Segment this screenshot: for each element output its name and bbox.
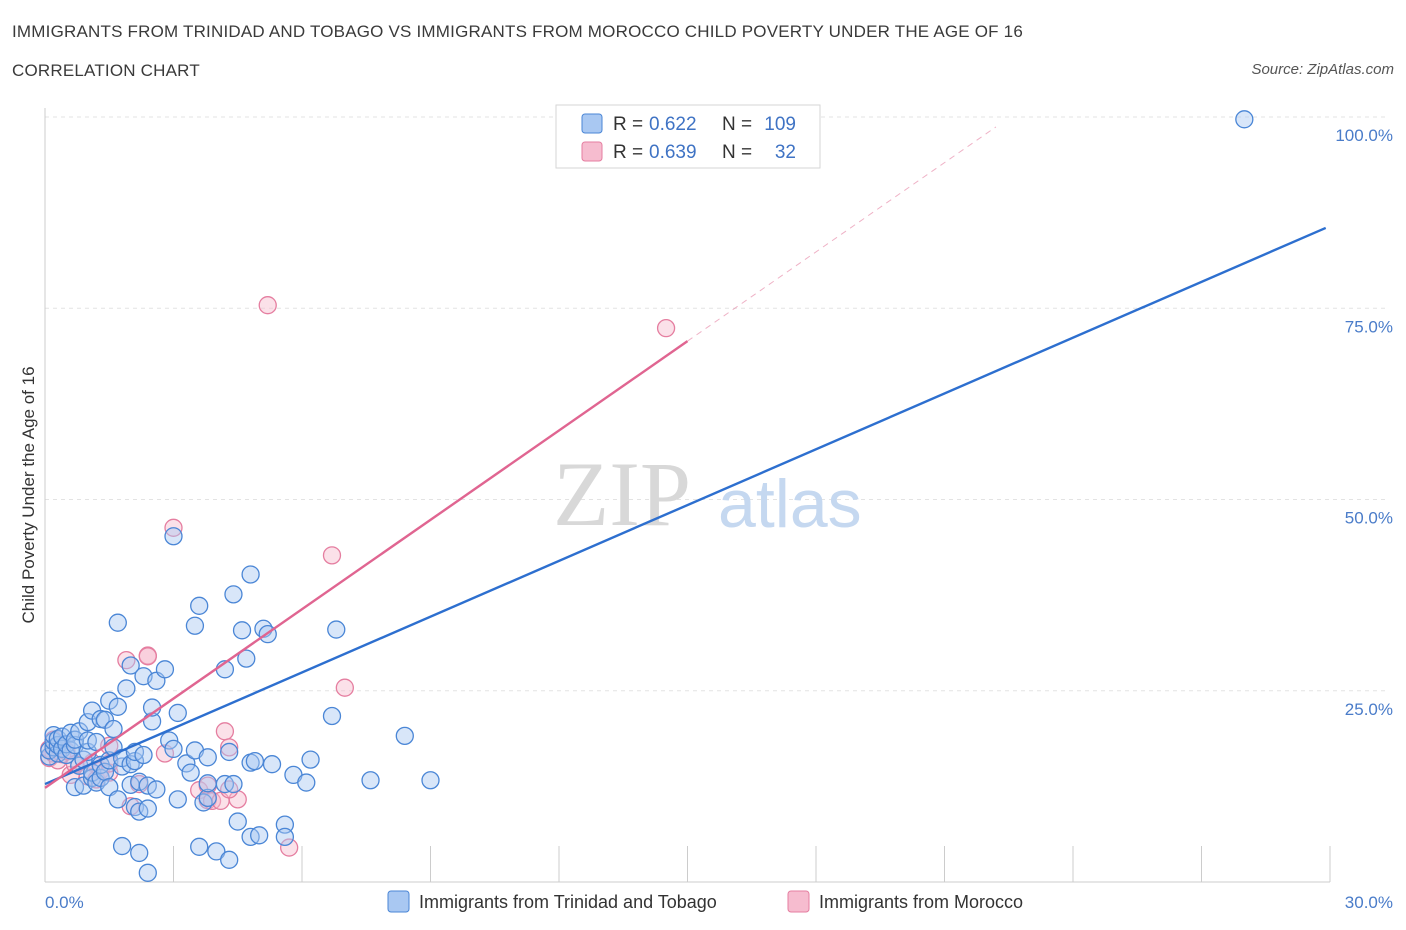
trinidad-point-72: [185, 616, 205, 635]
trinidad-point-101: [297, 773, 316, 792]
trinidad-point-55: [134, 745, 153, 765]
trinidad-point-59: [138, 863, 157, 882]
legend-r-label-blue: R =: [613, 114, 643, 135]
trinidad-point-64: [155, 660, 175, 679]
legend-r-value-blue: 0.622: [649, 114, 697, 135]
watermark: ZIP atlas: [553, 443, 862, 545]
watermark-atlas: atlas: [718, 466, 862, 542]
x-tick-label-0: 0.0%: [45, 893, 84, 912]
chart-title: IMMIGRANTS FROM TRINIDAD AND TOBAGO VS I…: [12, 22, 1023, 41]
trend-lines: [44, 126, 1327, 789]
trinidad-point-90: [241, 565, 260, 584]
legend-swatch-blue: [581, 113, 603, 134]
trinidad-point-87: [228, 812, 247, 831]
trinidad-point-71: [181, 763, 200, 782]
trinidad-point-108: [1235, 110, 1254, 129]
x-tick-labels: 0.0% 30.0%: [45, 893, 1393, 912]
trinidad-trend-line: [44, 226, 1327, 786]
morocco-point-34: [279, 838, 299, 857]
trinidad-point-83: [220, 742, 239, 762]
trinidad-point-107: [421, 771, 440, 790]
morocco-point-33: [258, 296, 277, 315]
legend-swatch-pink: [581, 141, 603, 162]
trinidad-point-106: [395, 726, 414, 746]
series-legend-swatch-pink: [787, 890, 810, 913]
series-legend: Immigrants from Trinidad and Tobago Immi…: [387, 890, 1023, 913]
stats-legend: R = 0.622 N = 109 R = 0.639 N = 32: [555, 104, 821, 169]
trinidad-point-52: [130, 772, 149, 791]
trinidad-point-16: [65, 730, 85, 749]
trinidad-point-44: [112, 836, 132, 856]
y-axis-title: Child Poverty Under the Age of 16: [19, 366, 38, 623]
series-legend-label-blue: Immigrants from Trinidad and Tobago: [419, 892, 717, 912]
morocco-points: [40, 296, 676, 857]
trinidad-point-40: [108, 697, 127, 716]
legend-n-label-pink: N =: [722, 142, 752, 163]
legend-n-value-pink: 32: [775, 142, 796, 163]
x-ticks: [44, 846, 1331, 882]
legend-n-value-blue: 109: [764, 114, 796, 135]
trinidad-point-68: [168, 790, 187, 809]
trinidad-point-89: [237, 649, 256, 668]
trinidad-point-80: [207, 842, 226, 861]
trinidad-point-65: [160, 731, 179, 750]
trinidad-point-78: [198, 774, 217, 793]
legend-n-label-blue: N =: [722, 114, 752, 135]
morocco-trend-extension: [687, 126, 997, 342]
y-tick-label-0: 100.0%: [1335, 126, 1393, 145]
trinidad-point-88: [232, 621, 252, 640]
trinidad-point-70: [177, 754, 196, 773]
trinidad-point-75: [190, 837, 209, 856]
morocco-point-37: [656, 318, 676, 338]
series-legend-label-pink: Immigrants from Morocco: [819, 892, 1023, 912]
morocco-trend-line: [44, 340, 689, 789]
trinidad-point-58: [138, 776, 157, 795]
trinidad-point-85: [224, 774, 243, 794]
trinidad-point-47: [121, 656, 140, 675]
trinidad-point-67: [164, 527, 183, 546]
trinidad-point-45: [117, 679, 136, 698]
trinidad-points: [40, 110, 1254, 882]
legend-r-value-pink: 0.639: [649, 142, 697, 163]
trinidad-point-93: [245, 751, 265, 771]
trinidad-point-28: [87, 732, 106, 752]
y-tick-labels: 100.0% 75.0% 50.0% 25.0%: [1335, 126, 1393, 719]
trinidad-point-41: [108, 613, 127, 632]
y-tick-label-3: 25.0%: [1345, 700, 1393, 719]
trinidad-point-79: [198, 748, 217, 767]
y-tick-label-1: 75.0%: [1345, 317, 1393, 336]
trinidad-point-97: [262, 755, 282, 774]
trinidad-point-69: [168, 703, 187, 723]
morocco-point-29: [215, 722, 235, 741]
legend-r-label-pink: R =: [613, 142, 643, 163]
trinidad-point-86: [224, 585, 243, 604]
trinidad-point-102: [301, 750, 320, 769]
x-tick-label-1: 30.0%: [1345, 893, 1393, 912]
trinidad-point-66: [164, 739, 183, 759]
trinidad-point-84: [220, 850, 239, 869]
morocco-point-35: [322, 546, 342, 565]
trinidad-point-74: [190, 596, 209, 615]
y-tick-label-2: 50.0%: [1345, 509, 1393, 528]
trinidad-point-104: [327, 620, 346, 639]
trinidad-point-54: [130, 843, 149, 863]
trinidad-point-38: [104, 719, 123, 739]
trinidad-point-103: [322, 706, 342, 726]
morocco-point-36: [335, 678, 354, 697]
watermark-zip: ZIP: [553, 443, 691, 545]
trinidad-point-63: [147, 780, 166, 799]
morocco-point-21: [138, 647, 157, 666]
source-credit: Source: ZipAtlas.com: [1251, 61, 1394, 78]
chart-subtitle: CORRELATION CHART: [12, 61, 200, 80]
trinidad-point-39: [108, 790, 127, 809]
trinidad-point-57: [138, 799, 157, 818]
grid-lines: [45, 116, 1385, 692]
trinidad-point-77: [198, 788, 217, 807]
trinidad-point-99: [275, 827, 295, 847]
series-legend-swatch-blue: [387, 890, 410, 913]
trinidad-point-94: [250, 826, 269, 845]
trinidad-point-105: [361, 771, 380, 790]
morocco-point-30: [220, 738, 239, 757]
